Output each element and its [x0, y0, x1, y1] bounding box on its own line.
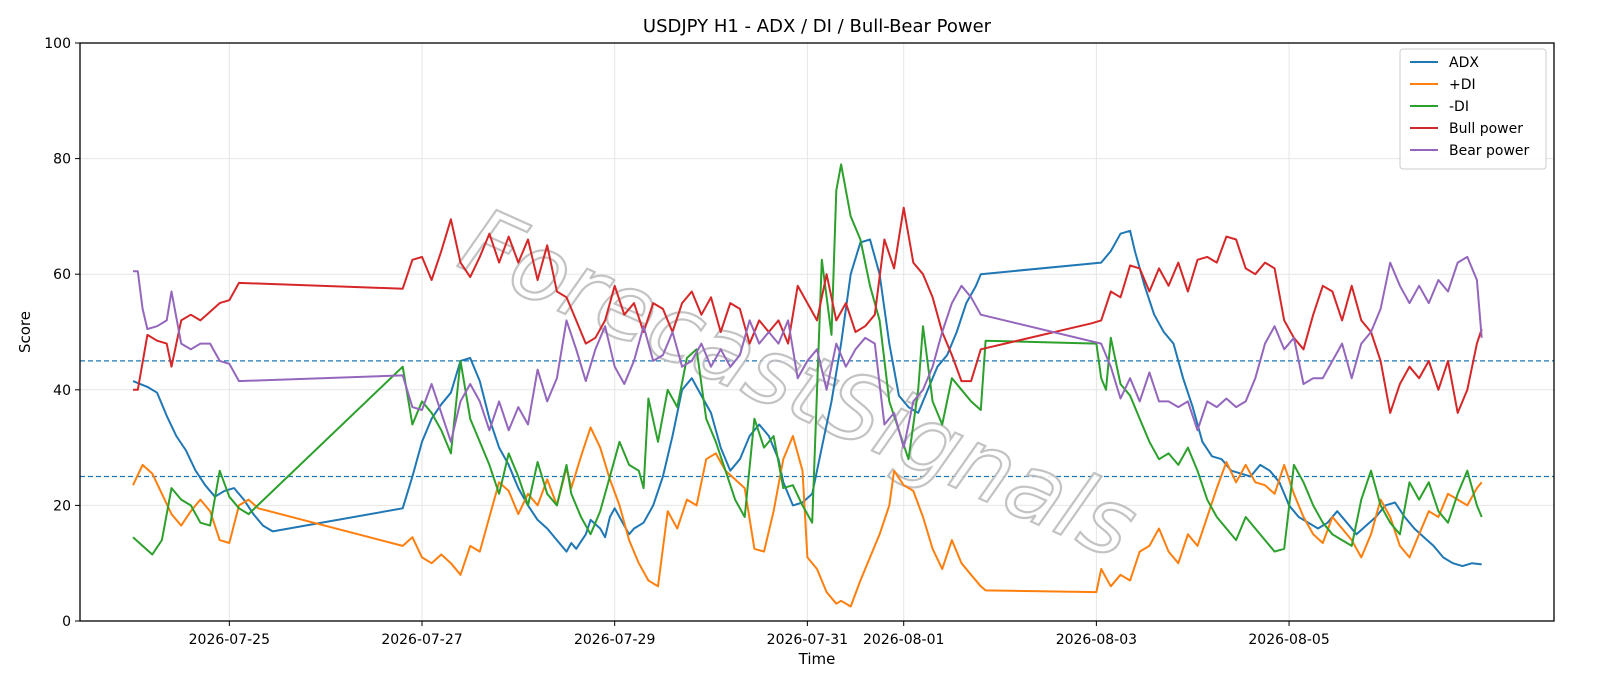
y-axis-label: Score	[16, 311, 34, 353]
y-tick-label: 20	[53, 498, 71, 514]
x-tick-label: 2026-07-25	[189, 632, 270, 648]
x-tick-label: 2026-08-03	[1056, 632, 1137, 648]
y-tick-label: 100	[44, 36, 71, 52]
x-tick-label: 2026-08-05	[1248, 632, 1329, 648]
x-tick-label: 2026-08-01	[863, 632, 944, 648]
series-lines	[132, 163, 1483, 608]
legend-label-plus-di: +DI	[1449, 77, 1476, 93]
legend: ADX +DI -DI Bull power Bear power	[1399, 48, 1547, 170]
x-axis-label: Time	[798, 650, 836, 668]
series-line-bull-power	[133, 206, 1483, 414]
y-tick-label: 80	[53, 152, 71, 168]
legend-box	[1399, 48, 1547, 170]
series-line-bear-power	[133, 255, 1483, 449]
y-tick-label: 60	[53, 267, 71, 283]
legend-label-bear-power: Bear power	[1449, 143, 1530, 159]
legend-label-minus-di: -DI	[1449, 99, 1469, 115]
y-tick-label: 0	[62, 614, 71, 630]
x-tick-label: 2026-07-27	[381, 632, 462, 648]
y-tick-label: 40	[53, 383, 71, 399]
x-tick-label: 2026-07-31	[767, 632, 848, 648]
legend-label-bull-power: Bull power	[1449, 121, 1523, 137]
series-line-minus-di	[132, 163, 1483, 556]
series-line-plus-di	[132, 426, 1483, 608]
axis-ticks: 0 20 40 60 80 100 2026-07-25 2026-07-27 2026-07-…	[44, 36, 1329, 648]
threshold-lines	[80, 360, 1554, 478]
plot-frame	[79, 42, 1555, 622]
legend-label-adx: ADX	[1449, 55, 1479, 71]
chart-title: USDJPY H1 - ADX / DI / Bull-Bear Power	[643, 16, 992, 37]
series-line-adx	[132, 229, 1482, 568]
x-tick-label: 2026-07-29	[574, 632, 655, 648]
